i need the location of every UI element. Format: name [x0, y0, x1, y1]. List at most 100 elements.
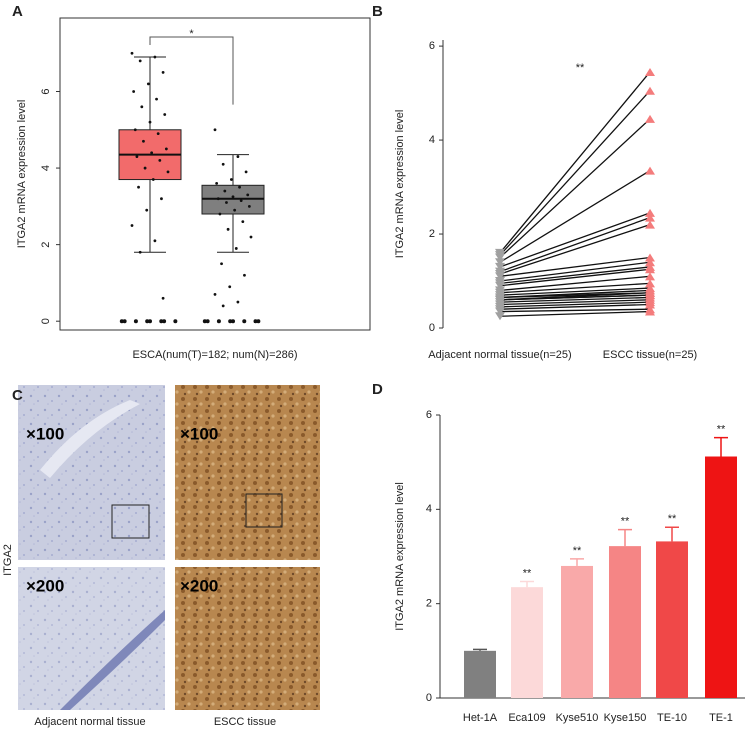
x-tick-label: Het-1A [463, 712, 498, 724]
value-label: ** [523, 567, 532, 579]
pair-line [499, 224, 651, 275]
marker-down [495, 253, 505, 262]
panel-label: A [12, 3, 23, 20]
marker-up [645, 300, 655, 309]
marker-down [495, 258, 505, 267]
x-tick-label: Adjacent normal tissue(n=25) [428, 349, 571, 361]
y-tick-label: 0 [40, 318, 52, 324]
data-point [133, 319, 138, 324]
y-tick-label: 2 [426, 598, 432, 610]
tissue-edge [60, 610, 165, 710]
pair-line [499, 216, 651, 273]
y-tick-label: 6 [40, 88, 52, 94]
panel-label: D [372, 381, 383, 398]
pair-line [499, 310, 651, 317]
data-point [140, 105, 144, 109]
data-point [146, 82, 150, 86]
bar [705, 456, 737, 698]
data-point [231, 195, 235, 199]
data-point [202, 319, 207, 324]
data-point [130, 51, 134, 55]
data-point [132, 90, 136, 93]
y-tick-label: 4 [429, 134, 435, 146]
data-point [221, 304, 225, 308]
data-point [225, 201, 228, 204]
y-axis-label: ITGA2 mRNA expression level [394, 482, 406, 631]
marker-up [645, 220, 655, 229]
data-point [247, 204, 251, 208]
ihc-image [175, 567, 320, 710]
marker-up [645, 253, 655, 262]
y-tick-label: 2 [40, 242, 52, 248]
data-point [256, 319, 261, 324]
data-point [155, 97, 158, 101]
data-point [234, 247, 238, 250]
marker-down [495, 281, 505, 290]
marker-down [495, 307, 505, 316]
panel-label: C [12, 387, 23, 404]
value-label: ** [717, 424, 726, 436]
data-point [216, 319, 221, 324]
data-point [213, 128, 217, 132]
data-point [162, 319, 167, 324]
data-point [241, 220, 245, 224]
data-point [142, 139, 145, 143]
x-tick-label: Kyse150 [604, 712, 647, 724]
value-label: ** [621, 516, 630, 528]
data-point [160, 197, 163, 201]
marker-down [495, 272, 505, 281]
marker-up [645, 213, 655, 222]
y-axis-label: ITGA2 mRNA expression level [394, 110, 406, 259]
data-point [133, 128, 137, 132]
x-tick-label: TE-10 [657, 712, 687, 724]
pair-line [499, 256, 651, 277]
data-point [228, 319, 233, 324]
data-point [236, 300, 240, 304]
data-point [151, 178, 155, 181]
value-label: ** [573, 545, 582, 557]
data-point [253, 319, 258, 324]
data-point [236, 155, 240, 158]
marker-down [495, 312, 505, 321]
ihc-image [175, 385, 320, 560]
y-tick-label: 6 [426, 409, 432, 421]
y-axis-label: ITGA2 mRNA expression level [16, 100, 28, 249]
pair-line [499, 303, 651, 310]
pair-line [499, 266, 651, 285]
y-tick-label: 4 [40, 165, 52, 171]
data-point [153, 239, 157, 243]
y-tick-label: 0 [429, 322, 435, 334]
data-point [166, 170, 170, 174]
ihc-image [18, 385, 165, 560]
data-point [145, 208, 149, 212]
data-point [119, 319, 124, 324]
tissue-fold [40, 400, 140, 478]
x-tick-label: ESCC tissue(n=25) [603, 349, 697, 361]
data-point [249, 235, 253, 239]
annotation: * [189, 28, 194, 40]
y-tick-label: 0 [426, 692, 432, 704]
data-point [161, 70, 165, 74]
marker-up [645, 307, 655, 316]
pair-line [499, 118, 651, 259]
pair-line [499, 294, 651, 301]
bar [609, 546, 641, 698]
data-point [229, 178, 233, 181]
pair-line [499, 275, 651, 292]
row-label: ITGA2 [2, 544, 14, 576]
pair-line [499, 287, 651, 296]
y-tick-label: 6 [429, 40, 435, 52]
data-point [213, 292, 217, 296]
pair-line [499, 296, 651, 303]
data-point [246, 193, 250, 197]
data-point [122, 319, 127, 324]
bar [561, 565, 593, 698]
magnification: ×100 [180, 424, 218, 443]
data-point [233, 208, 237, 212]
pair-line [499, 308, 651, 313]
data-point [223, 189, 227, 193]
data-point [173, 319, 178, 324]
marker-up [645, 279, 655, 288]
data-point [238, 185, 241, 189]
x-tick-label: Eca109 [508, 712, 545, 724]
